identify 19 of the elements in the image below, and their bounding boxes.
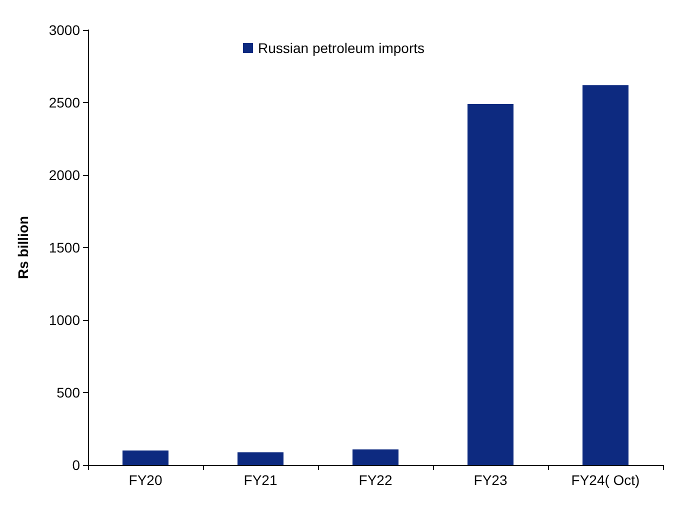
- y-tick-label: 3000: [48, 22, 80, 38]
- x-tick-label: FY24( Oct): [571, 472, 640, 488]
- bar: [238, 452, 284, 465]
- y-tick-label: 0: [72, 457, 80, 473]
- bar: [582, 85, 628, 465]
- y-axis-title: Rs billion: [15, 216, 31, 279]
- legend-label: Russian petroleum imports: [258, 40, 425, 56]
- x-tick-label: FY20: [128, 472, 162, 488]
- y-tick-label: 500: [56, 384, 80, 400]
- y-tick-label: 1500: [48, 240, 80, 256]
- x-tick-label: FY21: [244, 472, 278, 488]
- bar: [468, 104, 514, 465]
- y-tick-label: 2500: [48, 94, 80, 110]
- y-tick-label: 1000: [48, 312, 80, 328]
- bar: [122, 450, 168, 465]
- x-tick-label: FY22: [358, 472, 392, 488]
- y-tick-label: 2000: [48, 167, 80, 183]
- bar: [352, 449, 398, 465]
- x-tick-label: FY23: [474, 472, 508, 488]
